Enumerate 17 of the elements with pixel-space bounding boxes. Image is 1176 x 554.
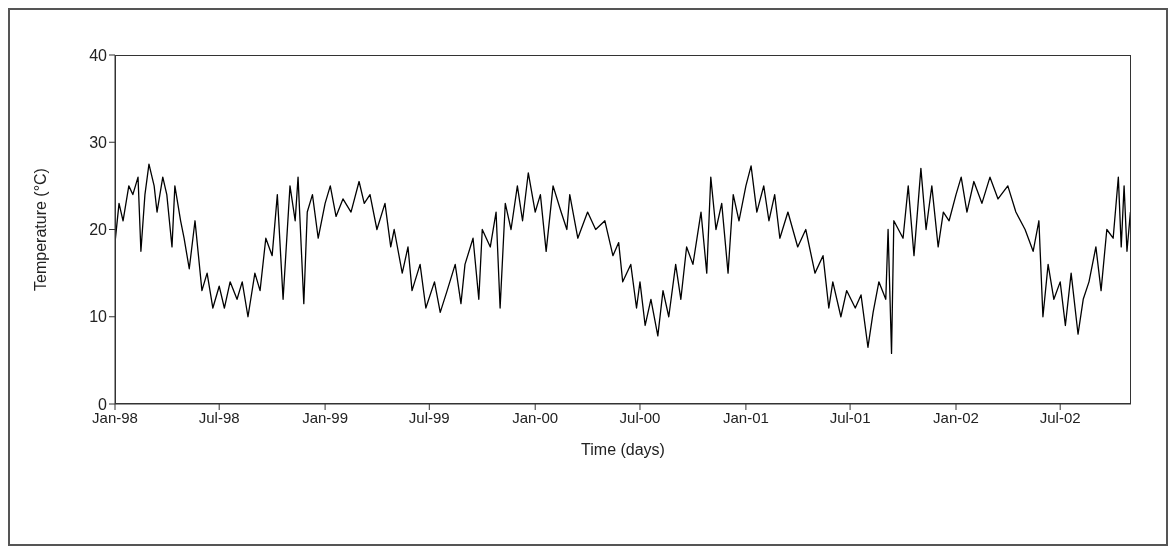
y-tick-label: 10 [89,308,108,326]
y-tick-label: 0 [98,395,108,413]
x-tick-label: Jul-01 [829,408,871,426]
x-axis-title: Time (days) [581,441,665,459]
y-tick-label: 20 [89,221,108,239]
x-tick-label: Jul-98 [198,408,240,426]
x-tick-label: Jul-99 [408,408,450,426]
x-tick-label: Jul-02 [1039,408,1081,426]
y-axis-title: Temperature (°C) [31,168,49,291]
x-tick-label: Jan-99 [302,408,349,426]
y-tick-label: 30 [89,133,108,151]
y-tick-label: 40 [89,46,108,64]
x-tick-label: Jan-02 [933,408,979,426]
x-tick-label: Jan-01 [722,408,769,426]
line-series [115,163,1131,355]
x-tick-label: Jan-00 [512,408,559,426]
x-tick-label: Jul-00 [619,408,661,426]
